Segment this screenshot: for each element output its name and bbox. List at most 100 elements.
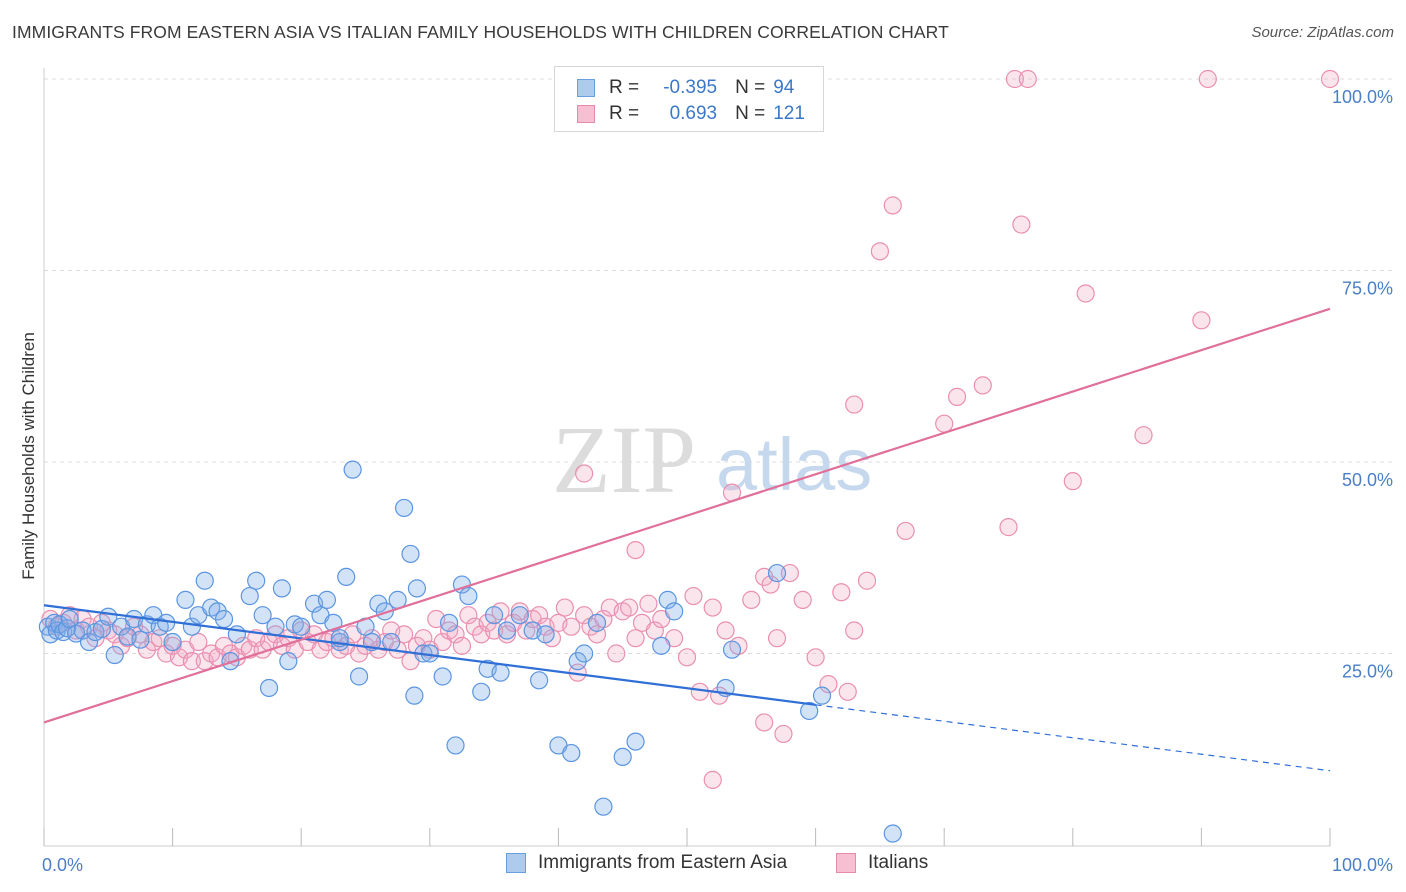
chart-source: Source: ZipAtlas.com [1251,24,1394,41]
italians-point [1076,284,1095,303]
italians-point [607,644,626,663]
y-tick-label-25: 25.0% [1342,662,1393,682]
italians-point [793,590,812,609]
eastern-asia-point [485,606,504,625]
italians-point [999,518,1018,537]
bottom-legend-label-italians: Italians [868,852,929,873]
eastern-asia-point [530,671,549,690]
x-tick-label-0: 0.0% [42,855,83,875]
legend-r-label: R = [609,77,640,98]
italians-point [838,682,857,701]
italians-point [1198,69,1217,89]
eastern-asia-point [562,743,581,763]
legend-n-value: 94 [773,77,795,98]
italians-point [497,625,517,644]
eastern-asia-trendline [43,604,816,706]
eastern-asia-point [343,460,362,479]
italians-point [414,629,433,648]
eastern-asia-point [652,636,671,655]
eastern-asia-point [536,625,555,644]
eastern-asia-point [472,682,491,701]
eastern-asia-point [247,571,266,590]
italians-point [1134,426,1153,445]
eastern-asia-points [38,460,902,843]
eastern-asia-point [337,567,356,587]
bottom-legend-label-eastern-asia: Immigrants from Eastern Asia [538,852,788,873]
italians-point [562,617,581,636]
italians-point [189,632,208,652]
legend-row-eastern-asia: R = -0.395 N = 94 [577,77,794,99]
legend-r-label: R = [609,103,640,124]
italians-point [677,648,697,667]
italians-point [182,652,201,671]
italians-point [639,594,658,613]
italians-point [780,563,799,583]
y-tick-label-50: 50.0% [1342,470,1393,490]
italians-trendline [43,307,1331,724]
legend-r-value: -0.395 [663,77,718,98]
eastern-asia-point [510,606,529,625]
italians-point [870,242,890,261]
italians-point [857,571,877,590]
eastern-asia-point [613,747,632,767]
trendlines [43,307,1331,772]
italians-point [684,586,703,606]
eastern-asia-point [375,602,394,621]
eastern-asia-point [105,645,124,665]
x-tick-label-100: 100.0% [1332,855,1393,875]
legend: R = -0.395 N = 94 R = 0.693 N = 121 [554,66,824,132]
italians-point [947,387,967,406]
legend-n-value: 121 [773,103,805,124]
y-tick-label-75: 75.0% [1342,279,1393,299]
eastern-asia-trendline-extension [815,704,1331,772]
eastern-asia-point [382,632,401,652]
y-axis-label: Family Households with Children [19,332,38,580]
eastern-asia-point [79,632,99,652]
eastern-asia-point [665,602,684,621]
eastern-asia-point [491,663,510,682]
italians-point [1012,215,1031,234]
eastern-asia-point [195,571,214,590]
italians-point [767,629,787,648]
eastern-asia-point [433,667,452,686]
eastern-asia-point [253,606,272,625]
eastern-asia-point [317,590,337,609]
italians-point [755,713,774,732]
eastern-asia-point [163,632,182,652]
eastern-asia-point [459,586,478,606]
legend-r-value: 0.693 [669,103,718,124]
eastern-asia-point [405,686,424,705]
eastern-asia-point [272,579,292,598]
bottom-legend-swatch-eastern-asia [506,853,526,873]
italians-point [703,598,722,617]
bottom-legend-italians: Italians [836,852,928,874]
legend-row-italians: R = 0.693 N = 121 [577,103,805,125]
eastern-asia-point [176,590,195,609]
italians-point [703,770,722,789]
italians-point [761,575,780,594]
eastern-asia-point [182,617,201,636]
eastern-asia-point [497,621,517,640]
eastern-asia-point [394,498,414,518]
italians-point [845,621,864,640]
italians-point [459,606,478,625]
italians-point [845,395,864,414]
legend-swatch-eastern-asia [577,79,595,97]
watermark-zip: ZIP [552,406,696,513]
y-tick-label-100: 100.0% [1332,87,1393,107]
chart-title: IMMIGRANTS FROM EASTERN ASIA VS ITALIAN … [12,22,949,42]
italians-point [716,621,735,640]
italians-point [935,414,954,433]
eastern-asia-point [883,824,902,843]
axes [43,68,1331,847]
italians-point [742,590,761,609]
eastern-asia-point [722,640,742,659]
italians-point [896,521,915,541]
italians-point [452,636,472,655]
italians-point [774,724,793,744]
bottom-legend-eastern-asia: Immigrants from Eastern Asia [506,852,787,874]
legend-swatch-italians [577,105,595,123]
eastern-asia-point [349,667,369,686]
italians-point [1192,311,1211,330]
